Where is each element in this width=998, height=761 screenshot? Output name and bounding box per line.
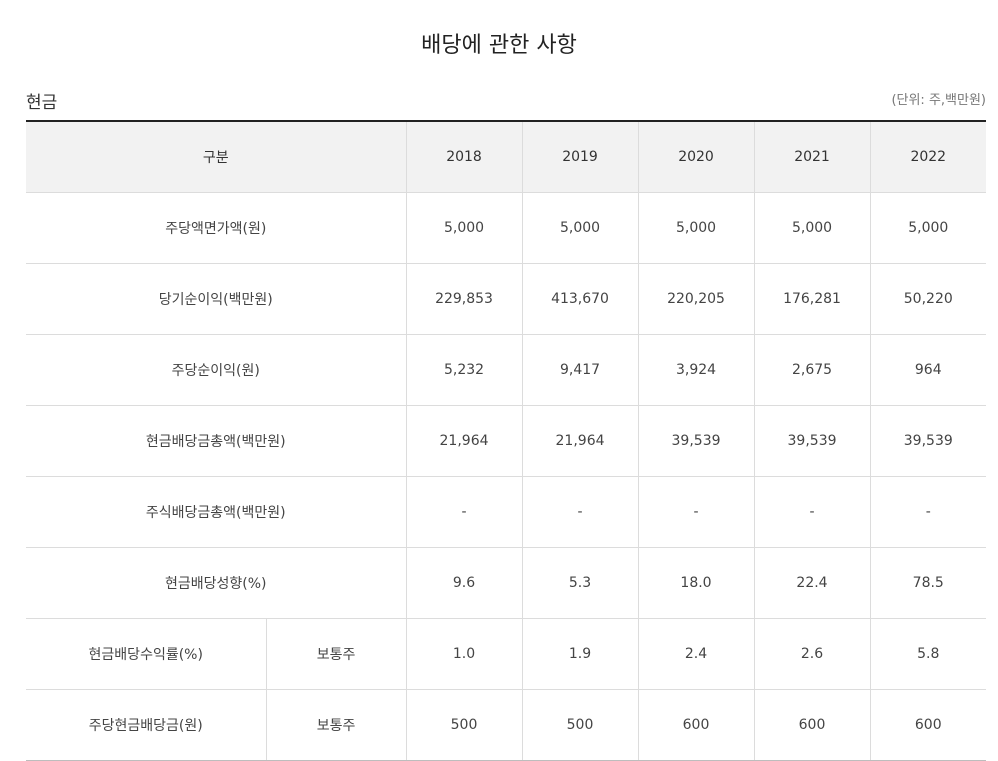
table-cell: - (869, 476, 987, 548)
unit-note: (단위: 주,백만원) (891, 93, 986, 108)
table-cell: 21,964 (405, 405, 523, 477)
table-row: 주식배당금총액(백만원) - - - - - (26, 476, 987, 548)
table-row: 현금배당수익률(%) 보통주 1.0 1.9 2.4 2.6 5.8 (26, 618, 987, 690)
header-category: 구분 (26, 120, 407, 193)
section-label: 현금 (26, 93, 58, 113)
table-cell: 5.3 (521, 547, 639, 619)
table-row: 주당현금배당금(원) 보통주 500 500 600 600 600 (26, 689, 987, 761)
table-cell: 3,924 (637, 334, 755, 406)
table-cell: 39,539 (753, 405, 871, 477)
row-label: 주당현금배당금(원) (26, 689, 266, 761)
table-cell: 21,964 (521, 405, 639, 477)
row-label: 주식배당금총액(백만원) (26, 476, 407, 548)
table-cell: 2.4 (637, 618, 755, 690)
table-cell: - (753, 476, 871, 548)
table-cell: 500 (521, 689, 639, 761)
table-cell: 5.8 (869, 618, 987, 690)
row-label: 현금배당수익률(%) (26, 618, 266, 690)
table-cell: 600 (753, 689, 871, 761)
table-cell: 600 (869, 689, 987, 761)
row-label: 주당순이익(원) (26, 334, 407, 406)
header-year: 2022 (869, 120, 987, 193)
table-row: 당기순이익(백만원) 229,853 413,670 220,205 176,2… (26, 263, 987, 335)
table-cell: 1.0 (405, 618, 523, 690)
table-cell: 413,670 (521, 263, 639, 335)
table-cell: 229,853 (405, 263, 523, 335)
table-header-row: 구분 2018 2019 2020 2021 2022 (26, 120, 987, 193)
table-cell: 5,000 (869, 192, 987, 264)
table-row: 현금배당금총액(백만원) 21,964 21,964 39,539 39,539… (26, 405, 987, 477)
page-title: 배당에 관한 사항 (421, 33, 577, 58)
table-cell: 600 (637, 689, 755, 761)
header-year: 2021 (753, 120, 871, 193)
table-cell: 9.6 (405, 547, 523, 619)
table-cell: 220,205 (637, 263, 755, 335)
table-cell: - (637, 476, 755, 548)
table-cell: 964 (869, 334, 987, 406)
row-sublabel: 보통주 (265, 618, 407, 690)
row-label: 주당액면가액(원) (26, 192, 407, 264)
table-cell: 50,220 (869, 263, 987, 335)
table-row: 주당순이익(원) 5,232 9,417 3,924 2,675 964 (26, 334, 987, 406)
table-cell: 9,417 (521, 334, 639, 406)
row-label: 당기순이익(백만원) (26, 263, 407, 335)
table-cell: 500 (405, 689, 523, 761)
row-label: 현금배당성향(%) (26, 547, 407, 619)
table-cell: 1.9 (521, 618, 639, 690)
table-row: 현금배당성향(%) 9.6 5.3 18.0 22.4 78.5 (26, 547, 987, 619)
table-cell: 2,675 (753, 334, 871, 406)
table-cell: 78.5 (869, 547, 987, 619)
table-row: 주당액면가액(원) 5,000 5,000 5,000 5,000 5,000 (26, 192, 987, 264)
table-cell: 5,232 (405, 334, 523, 406)
table-cell: 18.0 (637, 547, 755, 619)
table-cell: 2.6 (753, 618, 871, 690)
header-year: 2020 (637, 120, 755, 193)
table-cell: 176,281 (753, 263, 871, 335)
header-year: 2019 (521, 120, 639, 193)
table-cell: 5,000 (521, 192, 639, 264)
table-cell: 5,000 (753, 192, 871, 264)
table-cell: - (521, 476, 639, 548)
row-label: 현금배당금총액(백만원) (26, 405, 407, 477)
table-cell: - (405, 476, 523, 548)
header-year: 2018 (405, 120, 523, 193)
table-cell: 5,000 (405, 192, 523, 264)
table-cell: 39,539 (637, 405, 755, 477)
table-cell: 39,539 (869, 405, 987, 477)
table-cell: 5,000 (637, 192, 755, 264)
table-cell: 22.4 (753, 547, 871, 619)
dividend-table: 구분 2018 2019 2020 2021 2022 주당액면가액(원) 5,… (26, 120, 987, 761)
row-sublabel: 보통주 (265, 689, 407, 761)
